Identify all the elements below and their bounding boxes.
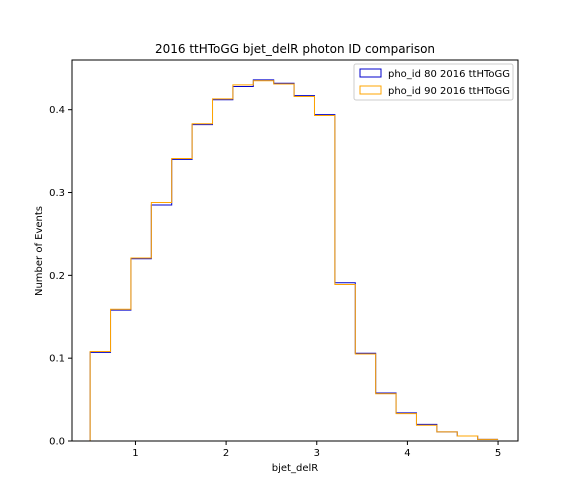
y-tick-label: 0.2 [49, 271, 65, 282]
y-tick-label: 0.3 [49, 188, 65, 199]
series-layer [89, 79, 499, 441]
legend: pho_id 80 2016 ttHToGG pho_id 90 2016 tt… [353, 63, 514, 101]
x-tick-label: 5 [495, 448, 501, 459]
legend-label-pho-id-90: pho_id 90 2016 ttHToGG [388, 86, 510, 97]
x-tick-label: 3 [314, 448, 320, 459]
series-pho-id-90 [89, 80, 499, 441]
x-tick-label: 2 [223, 448, 229, 459]
legend-swatch-pho-id-90 [359, 85, 382, 95]
plot-frame [71, 59, 519, 442]
legend-box [353, 63, 514, 101]
y-tick-label: 0.0 [49, 437, 65, 448]
y-tick-label: 0.4 [49, 105, 65, 116]
x-tick-label: 4 [404, 448, 410, 459]
x-axis: 1 2 3 4 5 [132, 441, 501, 459]
x-tick-label: 1 [132, 448, 138, 459]
series-line [89, 80, 499, 441]
chart-title: 2016 ttHToGG bjet_delR photon ID compari… [155, 42, 435, 56]
series-line [89, 79, 499, 441]
y-axis: 0.0 0.1 0.2 0.3 0.4 [49, 105, 72, 448]
legend-swatch-pho-id-80 [359, 68, 382, 78]
y-tick-label: 0.1 [49, 354, 65, 365]
legend-label-pho-id-80: pho_id 80 2016 ttHToGG [388, 69, 510, 80]
x-axis-title: bjet_delR [272, 463, 318, 474]
y-axis-title: Number of Events [34, 206, 45, 296]
series-pho-id-80 [89, 79, 499, 441]
